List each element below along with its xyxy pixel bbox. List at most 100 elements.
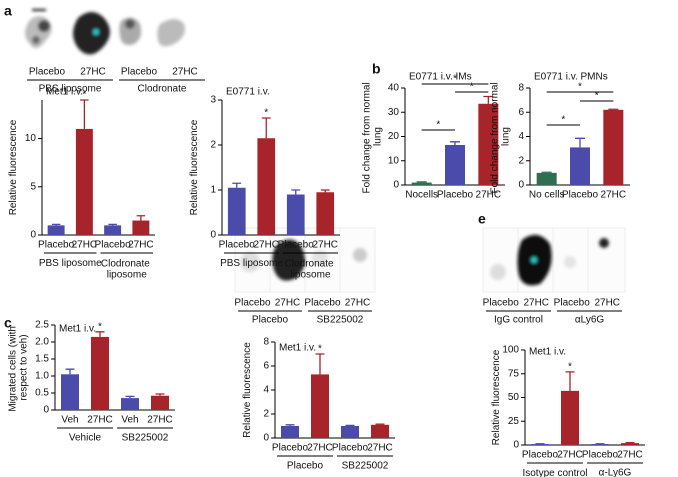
x-tick-label: Placebo xyxy=(582,450,619,461)
x-tick-label: 27HC xyxy=(617,450,643,461)
image-label: 27HC xyxy=(275,298,301,309)
y-tick-label: 5 xyxy=(30,181,36,192)
y-tick-label: 40 xyxy=(388,83,400,94)
error-bar xyxy=(51,223,61,226)
y-axis-label: Relative fluorescence xyxy=(8,119,19,215)
error-bar xyxy=(108,223,117,226)
y-tick-label: 8 xyxy=(518,83,524,94)
image-label: 27HC xyxy=(345,298,371,309)
bar xyxy=(75,128,93,235)
panel-label: b xyxy=(372,61,381,77)
y-tick-label: 2 xyxy=(518,155,524,166)
y-tick-label: 8 xyxy=(263,337,269,348)
bar xyxy=(47,225,65,235)
bar xyxy=(281,426,299,438)
x-tick-label: Placebo xyxy=(278,240,315,251)
bar xyxy=(621,443,639,445)
y-tick-label: 10 xyxy=(25,133,37,144)
bar xyxy=(316,192,335,235)
y-tick-label: 0 xyxy=(30,230,36,241)
image-label: 27HC xyxy=(594,298,620,309)
chart-title: E0771 i.v. xyxy=(226,87,270,98)
image-label: Placebo xyxy=(483,298,520,309)
bar xyxy=(536,172,557,185)
image-label: 27HC xyxy=(172,67,198,78)
y-axis-label: Relative fluorescence xyxy=(242,342,253,438)
y-axis-label: Migrated cells (with respect to veh) xyxy=(7,323,29,411)
lung-images-e xyxy=(482,227,626,293)
x-tick-label: 27HC xyxy=(476,190,502,201)
x-tick-label: 27HC xyxy=(312,240,338,251)
group-label: SB225002 xyxy=(342,461,389,472)
y-tick-label: 3 xyxy=(210,95,216,106)
image-group-label: PBS liposome xyxy=(39,84,102,95)
error-bar xyxy=(315,353,325,375)
image-group-label: SB225002 xyxy=(317,315,364,326)
bar xyxy=(603,109,624,185)
chart-title: E0771 i.v. PMNs xyxy=(534,72,608,83)
y-tick-label: 0 xyxy=(518,180,524,191)
x-tick-label: Placebo xyxy=(522,450,559,461)
image-label: Placebo xyxy=(29,67,66,78)
panel-label: e xyxy=(478,211,486,227)
bar xyxy=(104,225,122,235)
group-label: Placebo xyxy=(287,461,324,472)
error-bar xyxy=(483,95,494,104)
y-tick-label: 0 xyxy=(43,405,49,416)
x-tick-label: No cells xyxy=(529,190,565,201)
significance-star: * xyxy=(82,90,86,101)
image-group-label: αLy6G xyxy=(575,315,605,326)
bar xyxy=(311,374,329,438)
error-bar xyxy=(375,423,385,425)
significance-star: * xyxy=(568,361,572,372)
image-group-label: Placebo xyxy=(252,315,289,326)
error-bar xyxy=(136,215,146,221)
significance-star: * xyxy=(595,91,599,102)
bar xyxy=(591,444,609,445)
image-label: Placebo xyxy=(121,67,158,78)
group-label: Vehicle xyxy=(69,433,102,444)
y-tick-label: 4 xyxy=(518,131,524,142)
x-tick-label: 27HC xyxy=(601,190,627,201)
x-tick-label: Veh xyxy=(61,415,78,426)
significance-star: * xyxy=(561,115,565,126)
image-label: Placebo xyxy=(304,298,341,309)
y-tick-label: 20 xyxy=(388,131,400,142)
chart-title: Met1 i.v. xyxy=(46,87,83,98)
error-bar xyxy=(291,189,301,195)
image-group-label: IgG control xyxy=(494,315,543,326)
y-tick-label: 1.0 xyxy=(35,371,49,382)
x-tick-label: Veh xyxy=(121,415,138,426)
error-bar xyxy=(608,108,619,110)
y-axis-label: Relative fluorescence xyxy=(189,119,200,215)
y-tick-label: 1.5 xyxy=(35,354,49,365)
group-label: PBS liposome xyxy=(220,258,283,269)
error-bar xyxy=(155,393,165,396)
image-label: 27HC xyxy=(80,67,106,78)
y-tick-label: 2 xyxy=(263,409,269,420)
error-bar xyxy=(95,331,105,337)
bar xyxy=(531,444,549,445)
bar xyxy=(411,182,432,185)
significance-star: * xyxy=(98,321,102,332)
group-label: SB225002 xyxy=(122,433,169,444)
significance-star: * xyxy=(578,82,582,93)
significance-star: * xyxy=(436,120,440,131)
chart-title: Met1 i.v. xyxy=(529,347,566,358)
bar xyxy=(257,138,276,235)
panel-label: a xyxy=(4,3,12,19)
image-label: Placebo xyxy=(234,298,271,309)
chart-title: Met1 i.v. xyxy=(279,343,316,354)
y-axis-label: Fold change from normal lung xyxy=(489,80,511,194)
significance-star: * xyxy=(318,344,322,355)
y-tick-label: 2 xyxy=(210,140,216,151)
significance-star: * xyxy=(470,82,474,93)
x-tick-label: Placebo xyxy=(272,443,309,454)
bar xyxy=(132,220,150,235)
lung-images-a xyxy=(25,9,185,55)
y-tick-label: 0.5 xyxy=(35,388,49,399)
y-tick-label: 2.0 xyxy=(35,337,49,348)
bar xyxy=(478,103,499,185)
error-bar xyxy=(565,371,575,391)
